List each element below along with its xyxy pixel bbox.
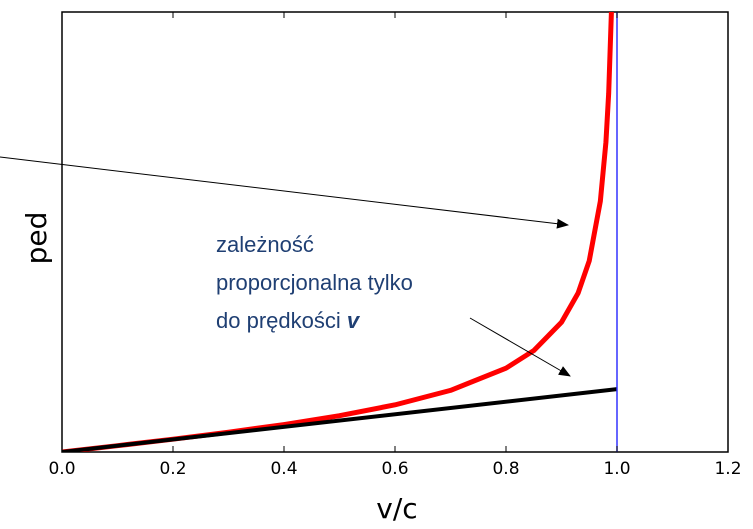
x-tick-label: 0.6	[381, 459, 408, 479]
annotation-line: do prędkości v	[216, 308, 361, 333]
x-tick-label: 0.0	[48, 459, 75, 479]
x-tick-label: 0.4	[270, 459, 297, 479]
plot-frame	[61, 11, 729, 453]
x-axis-label: v/c	[376, 492, 417, 525]
x-tick-label: 1.2	[714, 459, 741, 479]
annotation-emphasis: v	[347, 308, 361, 333]
x-tick-label: 0.2	[159, 459, 186, 479]
plot-area	[62, 12, 618, 452]
annotation-line: zależność	[216, 232, 314, 257]
arrow	[0, 156, 569, 229]
arrow	[469, 317, 571, 377]
annotation-text: do prędkości	[216, 308, 347, 333]
x-tick-label: 0.8	[492, 459, 519, 479]
annotation-line: proporcjonalna tylko	[216, 270, 413, 295]
x-tick-label: 1.0	[603, 459, 630, 479]
y-axis-label: ped	[20, 212, 53, 265]
line-series	[62, 387, 618, 452]
